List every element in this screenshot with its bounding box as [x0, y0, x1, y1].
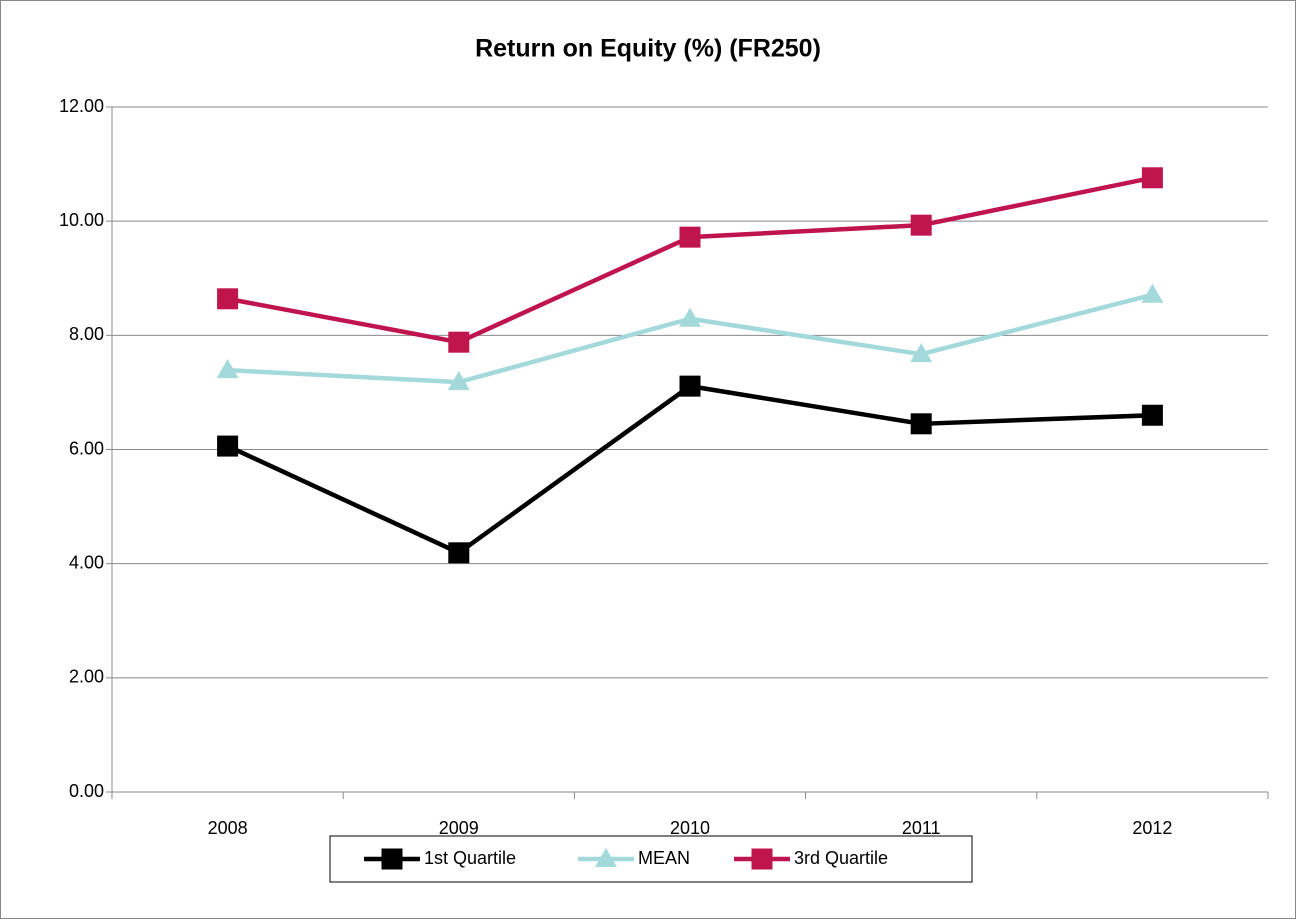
data-point: [448, 542, 470, 564]
chart-title: Return on Equity (%) (FR250): [475, 35, 821, 63]
data-point: [448, 331, 470, 353]
y-tick-label: 10.00: [59, 210, 104, 230]
y-tick-label: 2.00: [69, 667, 104, 687]
data-point: [1141, 167, 1163, 189]
legend-marker: [751, 848, 773, 870]
data-point: [910, 214, 932, 236]
legend-label: 1st Quartile: [424, 848, 516, 868]
x-tick-label: 2010: [670, 818, 710, 838]
legend-label: 3rd Quartile: [794, 848, 888, 868]
data-point: [910, 343, 933, 363]
data-point: [1141, 404, 1163, 426]
legend-marker: [595, 848, 617, 867]
legend-box: [329, 835, 973, 883]
data-point: [217, 288, 239, 310]
data-point: [679, 226, 701, 248]
legend-marker: [381, 848, 403, 870]
legend-label: MEAN: [638, 848, 690, 868]
data-point: [216, 359, 239, 379]
y-tick-label: 4.00: [69, 552, 104, 572]
data-point: [1141, 283, 1164, 303]
y-tick-label: 6.00: [69, 438, 104, 458]
data-point: [679, 307, 701, 327]
y-tick-label: 8.00: [69, 324, 104, 344]
data-point: [679, 375, 701, 397]
x-tick-label: 2011: [902, 818, 941, 838]
data-point: [910, 413, 932, 435]
data-point: [217, 435, 239, 457]
x-tick-label: 2009: [439, 818, 479, 838]
x-tick-label: 2008: [208, 818, 248, 838]
y-tick-label: 0.00: [69, 781, 104, 801]
x-tick-label: 2012: [1132, 818, 1172, 838]
y-tick-label: 12.00: [59, 96, 104, 116]
data-point: [447, 371, 470, 391]
